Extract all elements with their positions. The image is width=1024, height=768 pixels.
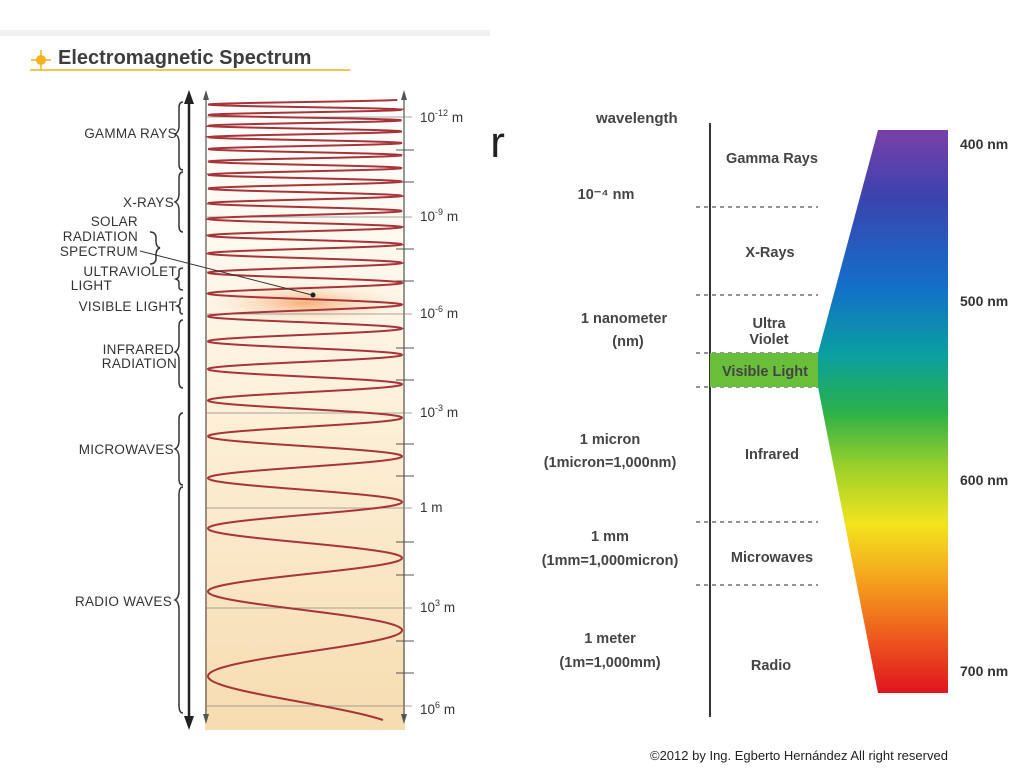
wavelength-label: 106 m <box>420 700 455 717</box>
scale-label-mm: 1 mm <box>591 529 629 545</box>
wavelength-label: 10-12 m <box>420 108 463 125</box>
band-label-microwaves: MICROWAVES <box>79 442 174 457</box>
band-label-visible: VISIBLE LIGHT <box>79 299 177 314</box>
scale-labels: 10⁻⁴ nm 1 nanometer (nm) 1 micron (1micr… <box>542 187 679 671</box>
wavelength-scale-diagram: wavelength 10⁻⁴ nm 1 nanometer (nm) 1 mi… <box>542 110 1008 717</box>
wavelength-label: 103 m <box>420 598 455 615</box>
scale-arrow <box>184 90 194 730</box>
nm-label-500: 500 nm <box>960 293 1008 309</box>
band-label-ultraviolet: ULTRAVIOLET <box>83 264 177 279</box>
em-wave <box>204 99 405 721</box>
region-radio: Radio <box>751 658 791 674</box>
minor-ticks <box>396 149 414 674</box>
scale-label-meter-def: (1m=1,000mm) <box>559 655 660 671</box>
scale-label-nanometer-unit: (nm) <box>612 334 644 350</box>
region-ultra: Ultra <box>752 316 786 332</box>
band-label-spectrum: SPECTRUM <box>60 244 138 259</box>
left-diagram-title: Electromagnetic Spectrum <box>58 47 311 69</box>
wavelength-label: 10-9 m <box>420 207 458 224</box>
nm-label-400: 400 nm <box>960 136 1008 152</box>
solar-spectrum-pointer <box>139 250 313 296</box>
band-label-xrays: X-RAYS <box>123 195 174 210</box>
band-labels: GAMMA RAYS X-RAYS SOLAR RADIATION SPECTR… <box>60 126 177 609</box>
wavelength-label: 1 m <box>420 500 443 515</box>
em-spectrum-wave-diagram: Electromagnetic Spectrum <box>0 30 490 730</box>
band-label-infrared: INFRARED <box>103 342 174 357</box>
wavelength-label: 10-3 m <box>420 403 458 420</box>
visible-nm-labels: 400 nm 500 nm 600 nm 700 nm <box>960 136 1008 679</box>
band-label-radio: RADIO WAVES <box>75 594 172 609</box>
visible-spectrum-gradient <box>818 130 948 693</box>
band-label-radiation: RADIATION <box>63 229 138 244</box>
copyright-notice: ©2012 by Ing. Egberto Hernández All righ… <box>650 748 948 763</box>
sun-icon <box>31 50 51 70</box>
region-labels: Gamma Rays X-Rays Ultra Violet Visible L… <box>722 151 818 674</box>
wavelength-labels: 10-12 m 10-9 m 10-6 m 10-3 m 1 m 103 m 1… <box>420 108 463 717</box>
region-xrays: X-Rays <box>745 245 794 261</box>
scale-label-mm-def: (1mm=1,000micron) <box>542 553 679 569</box>
scale-label-meter: 1 meter <box>584 631 636 647</box>
scale-label-nanometer: 1 nanometer <box>581 311 668 327</box>
region-gamma: Gamma Rays <box>726 151 818 167</box>
wavelength-header: wavelength <box>595 110 678 127</box>
band-label-infrared-radiation: RADIATION <box>102 356 177 371</box>
scale-label-micron-def: (1micron=1,000nm) <box>544 455 677 471</box>
scale-label-micron: 1 micron <box>580 432 640 448</box>
scale-label-1e-4nm: 10⁻⁴ nm <box>578 187 635 203</box>
band-braces <box>149 101 184 714</box>
band-label-solar: SOLAR <box>91 214 138 229</box>
region-infrared: Infrared <box>745 447 799 463</box>
region-microwaves: Microwaves <box>731 550 813 566</box>
nm-label-700: 700 nm <box>960 663 1008 679</box>
band-label-gamma: GAMMA RAYS <box>84 126 177 141</box>
band-label-light: LIGHT <box>71 278 112 293</box>
wavelength-label: 10-6 m <box>420 304 458 321</box>
region-separators <box>696 206 818 586</box>
nm-label-600: 600 nm <box>960 472 1008 488</box>
visible-light-band <box>710 353 818 387</box>
region-violet: Violet <box>749 332 788 348</box>
region-visible: Visible Light <box>722 364 808 380</box>
